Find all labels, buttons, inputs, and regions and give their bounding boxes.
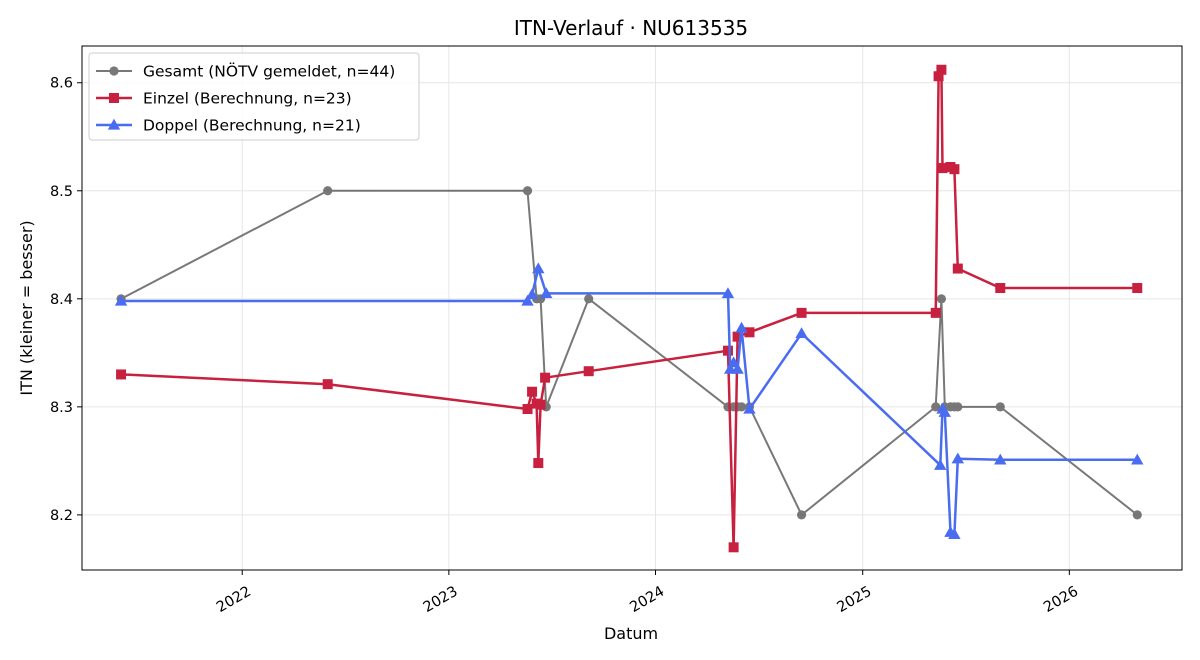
x-tick-label: 2022 xyxy=(214,584,254,616)
gesamt-line xyxy=(120,189,1138,516)
gesamt-point xyxy=(936,294,946,304)
legend-marker xyxy=(109,66,119,76)
einzel-point xyxy=(744,327,755,338)
gesamt-point xyxy=(584,294,594,304)
einzel-point xyxy=(995,283,1006,294)
gesamt-point xyxy=(522,186,533,196)
gesamt-point xyxy=(796,510,807,520)
einzel-point xyxy=(322,379,333,390)
y-tick-label: 8.4 xyxy=(50,292,73,308)
legend-entry-gesamt xyxy=(96,66,132,76)
einzel-point xyxy=(936,64,947,75)
doppel-point xyxy=(934,459,947,470)
legend-entry-doppel xyxy=(96,118,132,130)
gesamt-point xyxy=(736,402,747,412)
doppel-line xyxy=(121,267,1138,536)
einzel-point xyxy=(930,307,941,318)
einzel-point xyxy=(540,372,551,383)
x-tick-label: 2025 xyxy=(835,584,875,616)
einzel-point xyxy=(116,369,127,380)
einzel-point xyxy=(1132,283,1143,294)
gesamt-point xyxy=(323,186,333,196)
doppel-point xyxy=(114,294,128,306)
y-tick-label: 8.6 xyxy=(50,76,73,92)
einzel-point xyxy=(728,542,739,553)
legend-marker xyxy=(107,118,121,130)
doppel-point xyxy=(540,287,553,299)
einzel-point xyxy=(583,366,594,377)
x-axis-label: Datum xyxy=(604,624,658,643)
y-tick-label: 8.3 xyxy=(50,400,73,416)
doppel-point xyxy=(721,287,735,299)
doppel-point xyxy=(743,402,756,414)
einzel-point xyxy=(937,163,948,174)
doppel-point xyxy=(532,262,545,274)
legend-label: Einzel (Berechnung, n=23) xyxy=(143,90,352,108)
einzel-point xyxy=(952,263,963,274)
einzel-point xyxy=(722,345,733,356)
legend-label: Gesamt (NÖTV gemeldet, n=44) xyxy=(143,62,395,81)
einzel-point xyxy=(796,307,807,318)
grid xyxy=(82,46,1182,570)
einzel-point xyxy=(533,458,544,469)
y-axis-label: ITN (kleiner = besser) xyxy=(17,220,36,395)
x-axis: 2022 2023 2024 2025 2026 xyxy=(214,570,1081,616)
legend-marker xyxy=(109,93,119,103)
doppel-point xyxy=(525,288,539,300)
doppel-point xyxy=(731,362,744,374)
doppel-point xyxy=(521,294,534,306)
doppel-point xyxy=(938,406,951,417)
series-einzel xyxy=(116,64,1143,553)
x-tick-label: 2026 xyxy=(1041,584,1081,616)
gesamt-point xyxy=(995,402,1005,412)
einzel-point xyxy=(522,404,533,415)
gesamt-point xyxy=(953,402,963,412)
x-tick-label: 2023 xyxy=(421,584,461,616)
series-gesamt xyxy=(116,186,1142,520)
doppel-point xyxy=(1131,453,1144,465)
plot-frame xyxy=(81,45,1183,571)
series-doppel xyxy=(114,262,1144,539)
y-tick-label: 8.5 xyxy=(50,184,73,200)
x-tick-label: 2024 xyxy=(627,584,667,616)
y-tick-label: 8.2 xyxy=(50,508,73,524)
einzel-point xyxy=(535,399,546,410)
doppel-point xyxy=(948,528,961,539)
gesamt-point xyxy=(1132,510,1142,520)
einzel-point xyxy=(527,386,538,397)
einzel-point xyxy=(732,331,743,342)
doppel-point xyxy=(735,321,748,333)
einzel-line xyxy=(121,68,1138,549)
y-axis: 8.2 8.3 8.4 8.5 8.6 xyxy=(50,76,82,524)
doppel-point xyxy=(795,327,808,339)
doppel-point xyxy=(951,452,965,464)
legend-box xyxy=(88,52,420,141)
gesamt-point xyxy=(931,402,941,412)
doppel-point xyxy=(994,453,1007,465)
legend-entry-einzel xyxy=(96,93,132,103)
legend: Gesamt (NÖTV gemeldet, n=44) Einzel (Bere… xyxy=(88,52,420,141)
series-layer xyxy=(114,64,1144,553)
chart-title: ITN-Verlauf · NU613535 xyxy=(514,16,748,40)
einzel-point xyxy=(949,164,960,175)
legend-label: Doppel (Berechnung, n=21) xyxy=(143,117,361,135)
einzel-point xyxy=(933,71,944,82)
